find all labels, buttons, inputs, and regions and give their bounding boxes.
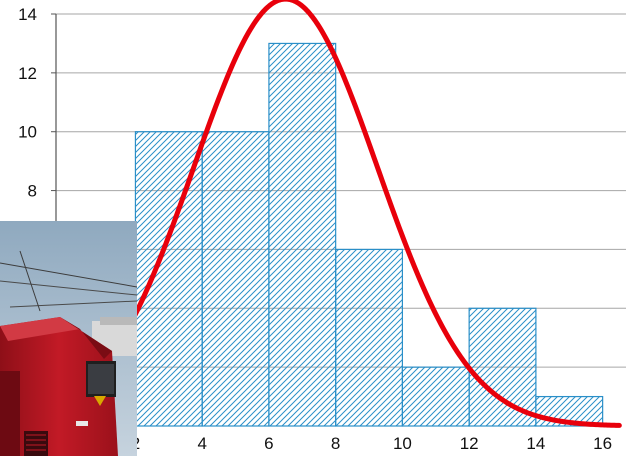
train-photo — [0, 221, 137, 456]
x-tick-label: 12 — [460, 434, 479, 453]
train-photo-inset — [0, 221, 137, 456]
x-tick-labels: 246810121416 — [131, 434, 612, 453]
histogram-bar — [468, 307, 537, 427]
x-tick-label: 6 — [264, 434, 273, 453]
histogram-bar — [335, 248, 404, 427]
x-tick-label: 16 — [593, 434, 612, 453]
histogram-bar — [201, 131, 270, 427]
x-tick-label: 10 — [393, 434, 412, 453]
x-tick-label: 8 — [331, 434, 340, 453]
y-tick-labels: 8 10 12 14 — [18, 5, 37, 201]
y-tick-label: 10 — [18, 123, 37, 142]
y-tick-label: 8 — [28, 182, 37, 201]
y-tick-label: 14 — [18, 5, 37, 24]
y-tick-label: 12 — [18, 64, 37, 83]
fitted-curve-line — [76, 0, 622, 428]
histogram-bars — [68, 42, 604, 427]
x-tick-label: 4 — [197, 434, 206, 453]
histogram-bar — [401, 366, 470, 427]
fitted-curve-layer — [76, 0, 622, 428]
x-tick-label: 14 — [526, 434, 545, 453]
histogram-bar — [268, 42, 337, 427]
